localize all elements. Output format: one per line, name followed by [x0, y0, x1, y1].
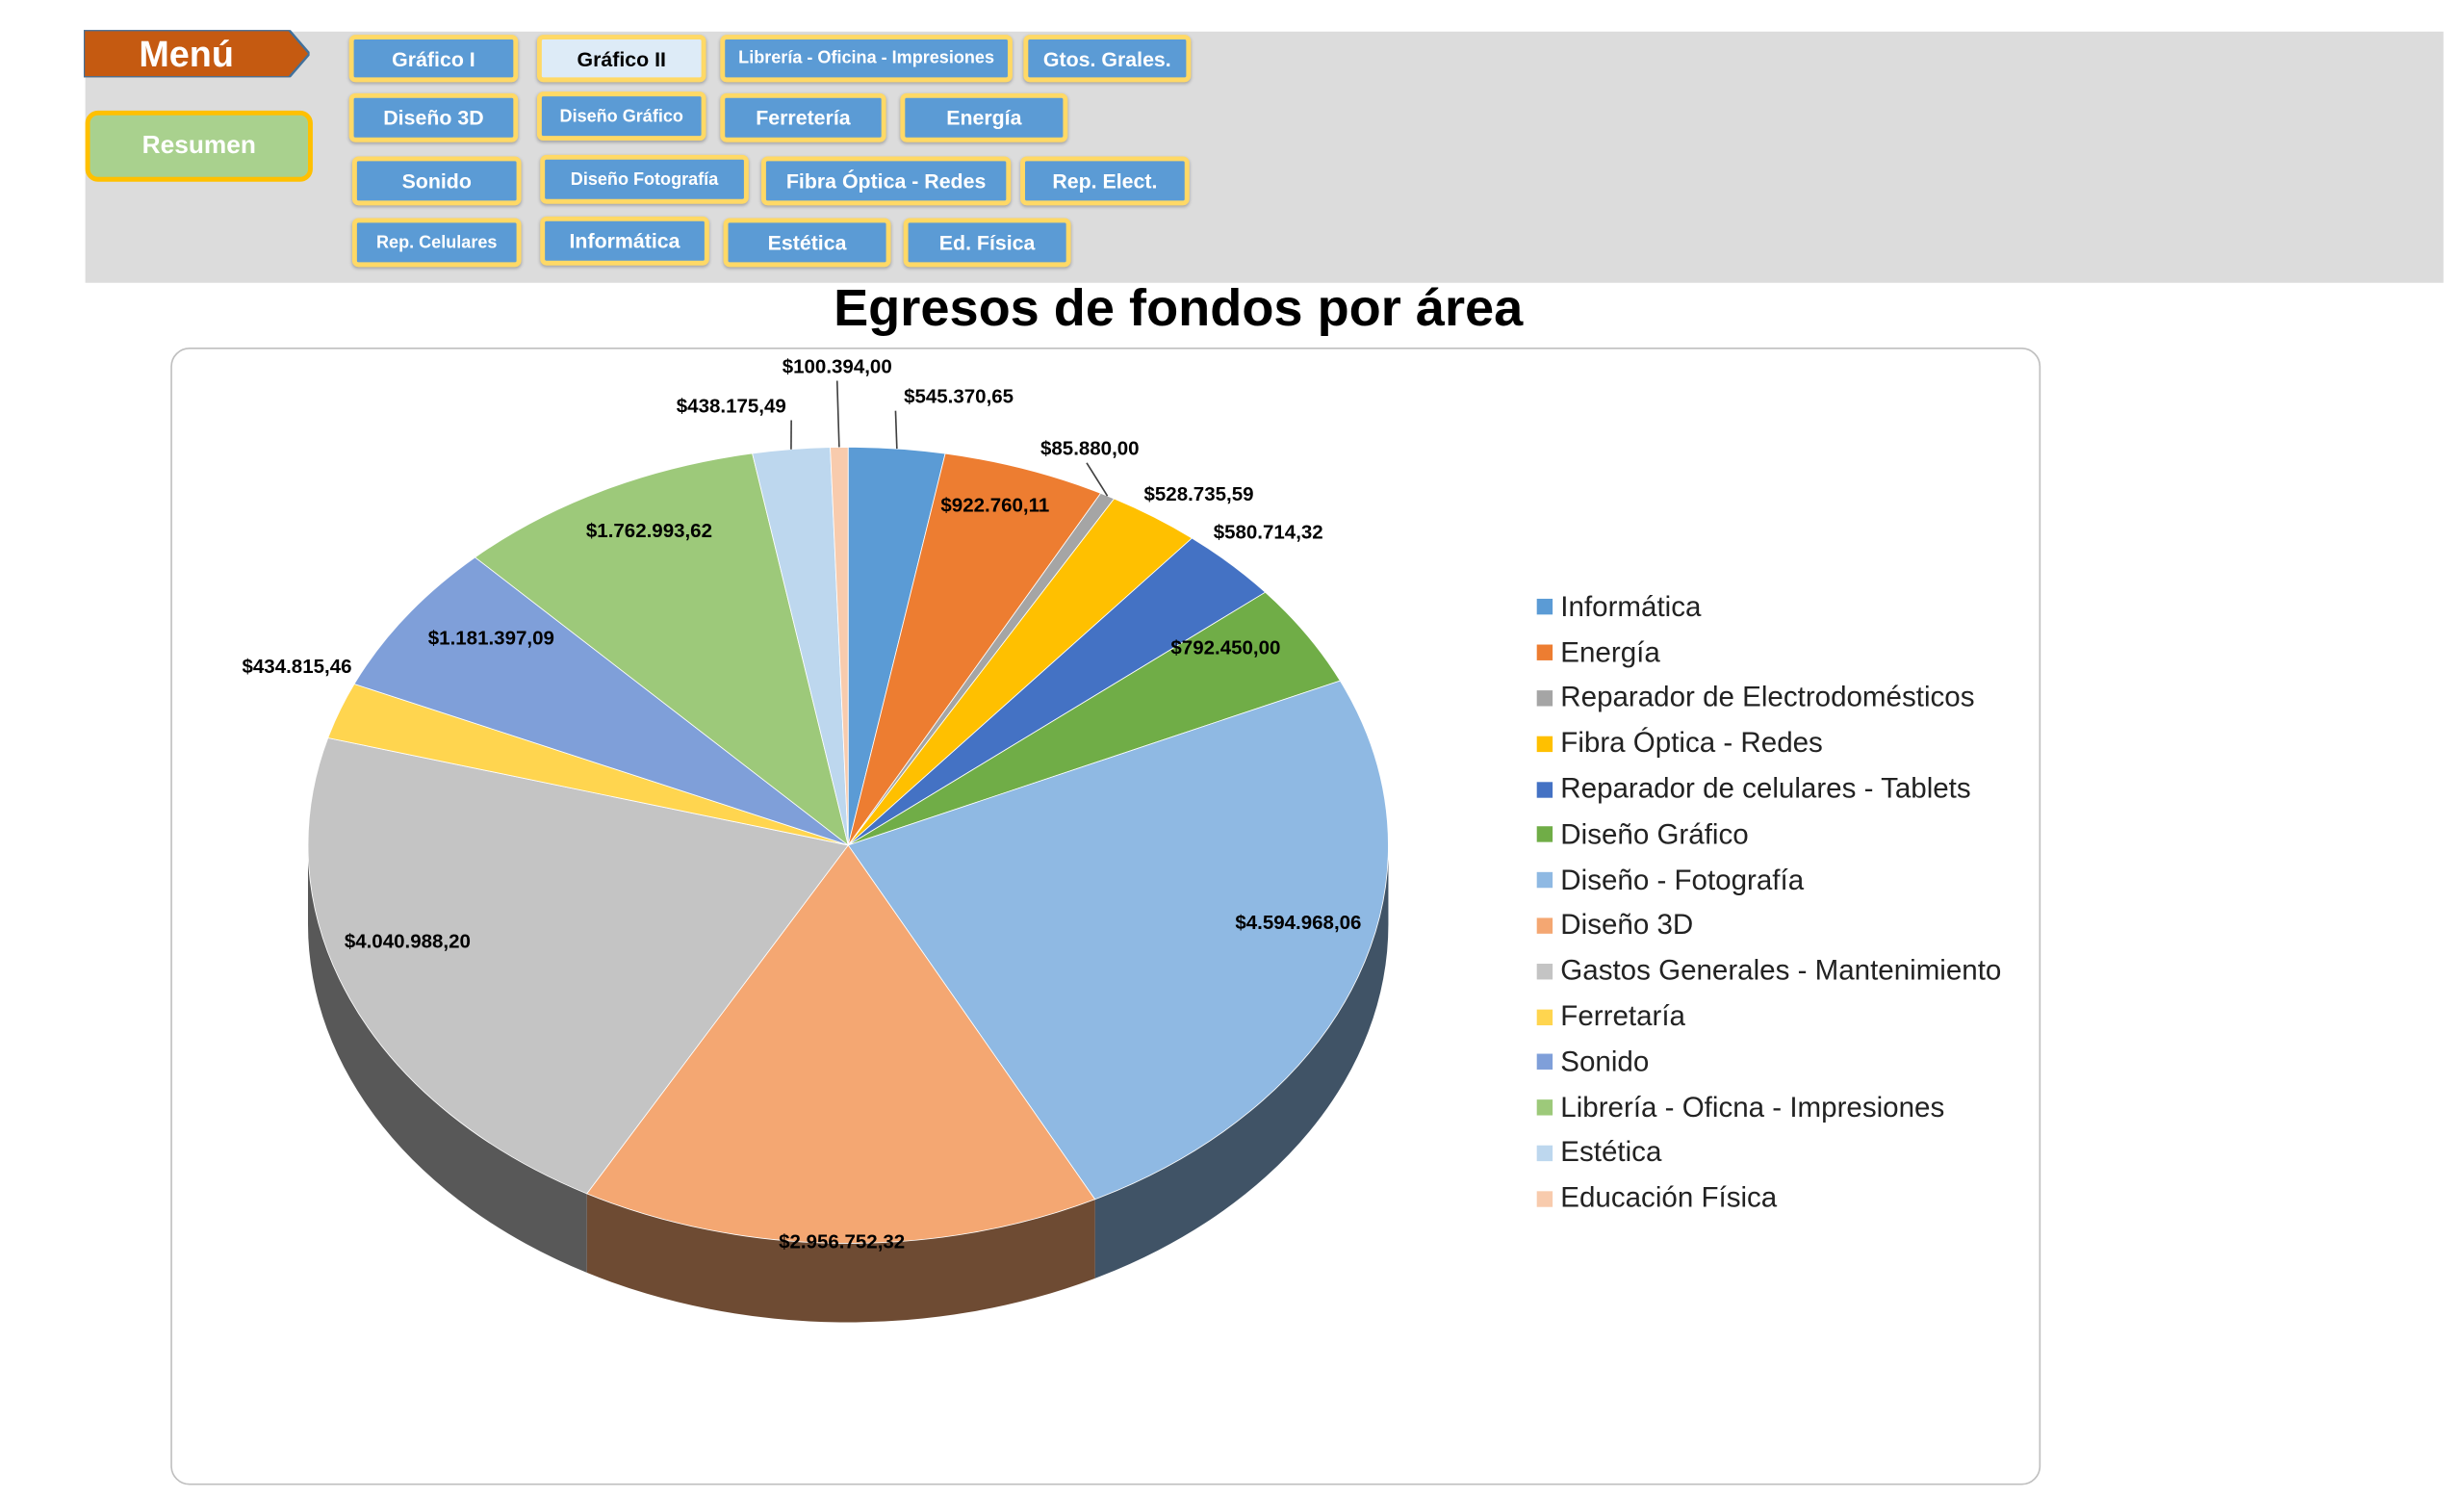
legend-label: Energía — [1560, 636, 1659, 669]
legend-item: Diseño - Fotografía — [1537, 858, 2002, 903]
data-label: $1.181.397,09 — [428, 628, 554, 650]
legend-label: Estética — [1560, 1137, 1661, 1170]
legend-item: Educación Física — [1537, 1175, 2002, 1221]
data-label: $1.762.993,62 — [586, 520, 712, 542]
legend-swatch — [1537, 1054, 1553, 1070]
legend-label: Fibra Óptica - Redes — [1560, 727, 1823, 760]
legend-label: Reparador de Electrodomésticos — [1560, 682, 1974, 714]
legend-swatch — [1537, 782, 1553, 797]
leader-line — [837, 380, 839, 447]
legend-item: Gastos Generales - Mantenimiento — [1537, 948, 2002, 994]
data-label: $922.760,11 — [940, 495, 1049, 517]
data-label: $2.956.752,32 — [779, 1230, 905, 1253]
legend-item: Fibra Óptica - Redes — [1537, 721, 2002, 766]
legend-label: Sonido — [1560, 1046, 1649, 1078]
legend-swatch — [1537, 1191, 1553, 1206]
legend-label: Librería - Oficna - Impresiones — [1560, 1091, 1944, 1124]
legend-label: Diseño - Fotografía — [1560, 864, 1804, 896]
legend-item: Librería - Oficna - Impresiones — [1537, 1085, 2002, 1130]
legend-swatch — [1537, 827, 1553, 842]
legend-item: Ferretaría — [1537, 994, 2002, 1039]
data-label: $438.175,49 — [677, 395, 786, 417]
legend-item: Energía — [1537, 630, 2002, 675]
chart-legend: Informática Energía Reparador de Electrodo… — [1537, 584, 2002, 1222]
legend-label: Educación Física — [1560, 1182, 1777, 1215]
legend-swatch — [1537, 1009, 1553, 1024]
legend-swatch — [1537, 872, 1553, 888]
data-label: $434.815,46 — [243, 656, 352, 678]
data-label: $545.370,65 — [904, 385, 1014, 407]
data-label: $528.735,59 — [1144, 483, 1254, 505]
legend-label: Diseño Gráfico — [1560, 818, 1748, 851]
data-label: $580.714,32 — [1214, 522, 1323, 544]
legend-swatch — [1537, 600, 1553, 615]
legend-swatch — [1537, 1099, 1553, 1115]
legend-label: Ferretaría — [1560, 1000, 1685, 1033]
data-label: $4.594.968,06 — [1235, 912, 1361, 934]
legend-swatch — [1537, 1146, 1553, 1161]
data-label: $4.040.988,20 — [345, 931, 471, 953]
legend-item: Reparador de celulares - Tablets — [1537, 766, 2002, 812]
data-label: $792.450,00 — [1170, 636, 1280, 659]
legend-swatch — [1537, 964, 1553, 979]
legend-item: Sonido — [1537, 1040, 2002, 1085]
legend-label: Reparador de celulares - Tablets — [1560, 773, 1970, 806]
data-label: $100.394,00 — [783, 355, 892, 377]
legend-swatch — [1537, 690, 1553, 706]
legend-item: Informática — [1537, 584, 2002, 630]
legend-label: Informática — [1560, 591, 1701, 624]
legend-label: Gastos Generales - Mantenimiento — [1560, 955, 2001, 988]
legend-swatch — [1537, 736, 1553, 751]
legend-item: Estética — [1537, 1130, 2002, 1175]
legend-item: Diseño Gráfico — [1537, 812, 2002, 857]
legend-swatch — [1537, 645, 1553, 660]
data-label: $85.880,00 — [1040, 438, 1140, 460]
legend-item: Diseño 3D — [1537, 903, 2002, 948]
legend-swatch — [1537, 917, 1553, 933]
legend-label: Diseño 3D — [1560, 909, 1693, 942]
legend-item: Reparador de Electrodomésticos — [1537, 676, 2002, 721]
leader-line — [895, 411, 896, 449]
